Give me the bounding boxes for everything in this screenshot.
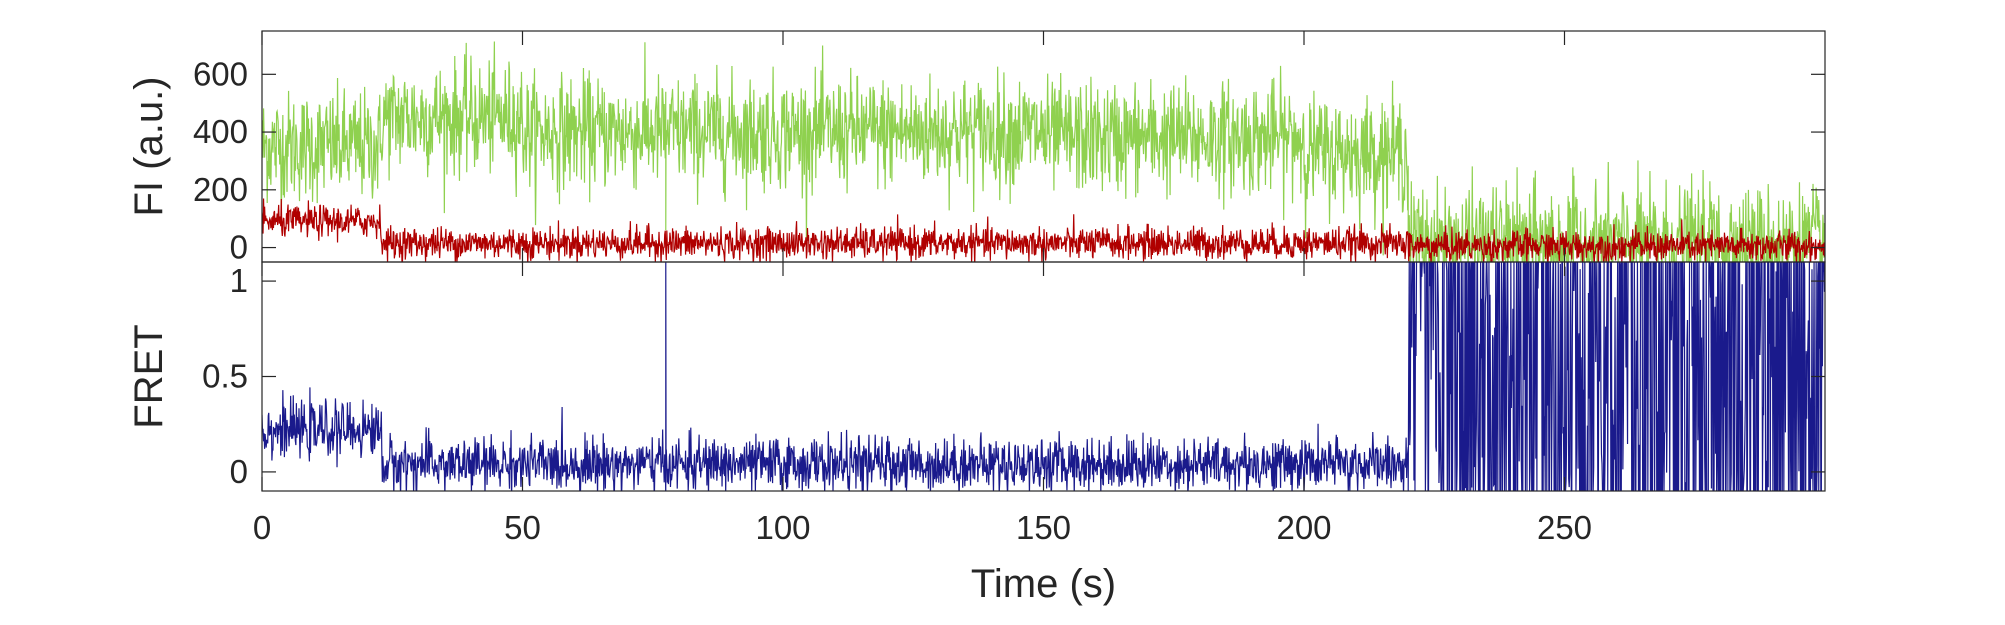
fluorescence-panel: 0 200 400 600 FI (a.u.) <box>127 30 1826 266</box>
series-line-1-0 <box>262 262 1825 491</box>
y-tick-label: 0.5 <box>202 358 248 395</box>
x-tick-label: 50 <box>504 509 541 546</box>
y-axis-label: FI (a.u.) <box>127 76 171 216</box>
y-axis-label: FRET <box>127 324 171 428</box>
y-tick-label: 0 <box>230 453 248 490</box>
y-tick-label: 400 <box>193 113 248 150</box>
fret-panel: 0 0.5 1 0 50 100 150 200 250 FRET Time (s) <box>127 261 1826 606</box>
x-axis-label: Time (s) <box>971 562 1116 606</box>
x-tick-label: 150 <box>1016 509 1071 546</box>
x-tick-label: 0 <box>253 509 271 546</box>
x-tick-label: 200 <box>1276 509 1331 546</box>
y-tick-label: 200 <box>193 171 248 208</box>
x-tick-label: 100 <box>755 509 810 546</box>
y-tick-label: 600 <box>193 55 248 92</box>
x-tick-label: 250 <box>1537 509 1592 546</box>
plot-area <box>262 262 1825 491</box>
y-tick-label: 1 <box>230 262 248 299</box>
y-tick-label: 0 <box>230 229 248 266</box>
